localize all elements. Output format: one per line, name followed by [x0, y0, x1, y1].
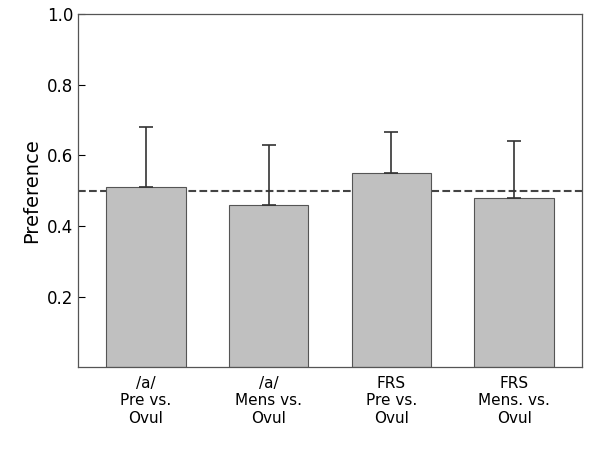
Bar	[352, 173, 431, 367]
Bar	[106, 187, 185, 367]
Bar	[229, 205, 308, 367]
Y-axis label: Preference: Preference	[22, 138, 41, 243]
Bar	[475, 198, 554, 367]
